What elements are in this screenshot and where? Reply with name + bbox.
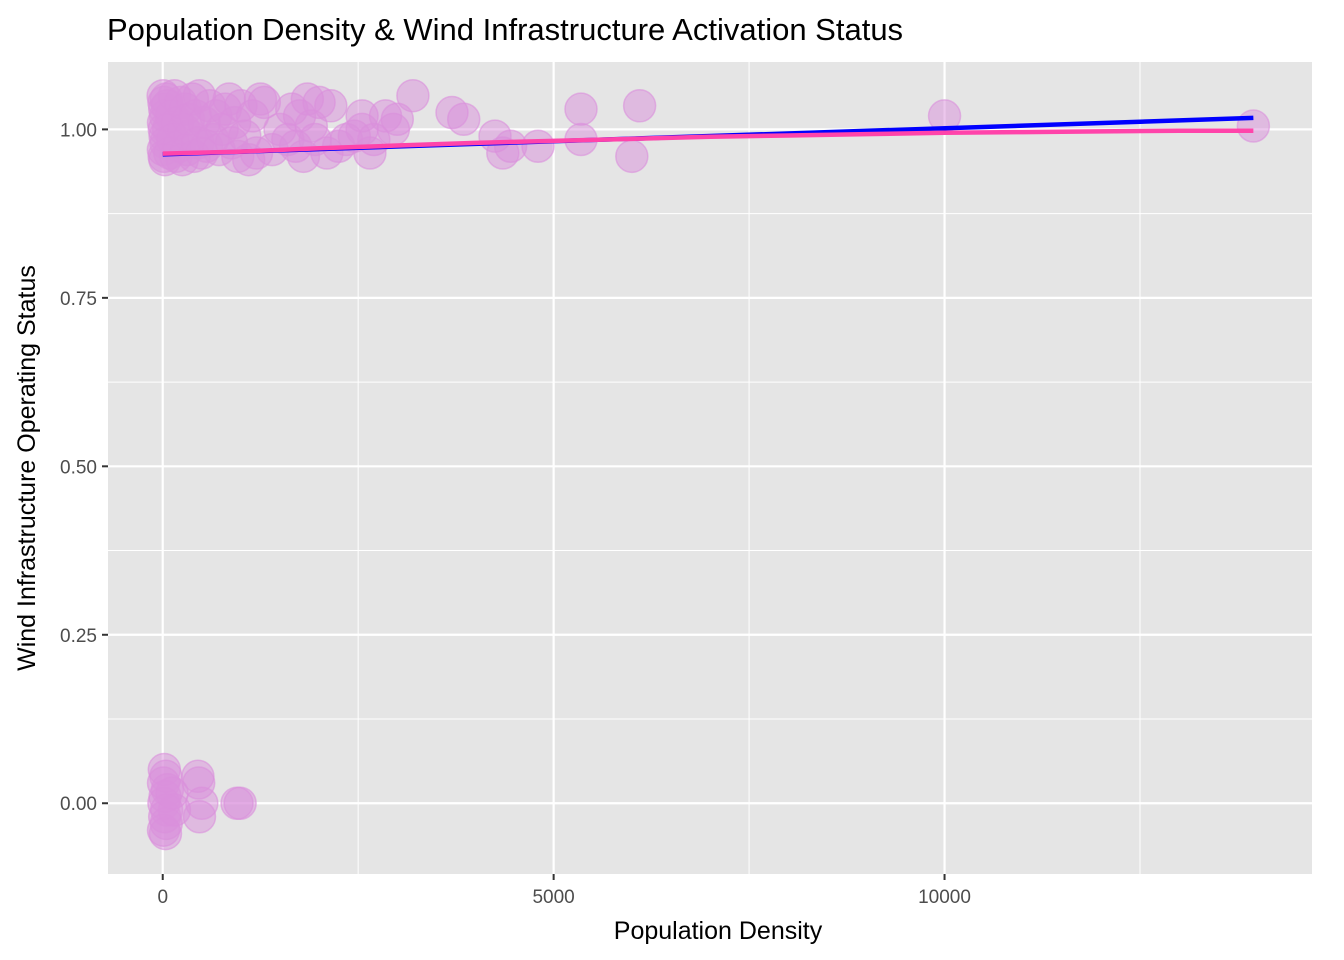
smooth-fit-line [162,128,1254,156]
data-point [182,799,217,834]
plot-panel [108,62,1312,874]
data-point [622,89,657,123]
fit-lines [162,115,1254,157]
data-point [615,139,649,174]
data-point [314,89,348,123]
minor-gridlines [108,62,1312,874]
data-point [564,92,598,126]
x-axis-title: Population Density [614,917,823,945]
x-tick-label: 10000 [918,887,971,908]
x-tick-label: 0 [157,887,168,908]
data-point [380,102,415,137]
data-point [223,786,257,820]
x-axis-ticks: 0 5000 10000 [157,874,971,908]
data-point [446,102,481,137]
y-tick-label: 0.50 [60,457,97,478]
y-tick-label: 0.25 [60,626,97,647]
chart-title: Population Density & Wind Infrastructure… [107,12,903,47]
data-point [1236,109,1271,143]
y-tick-label: 0.00 [60,794,97,815]
data-point [396,78,430,113]
y-axis-title: Wind Infrastructure Operating Status [13,265,41,671]
data-point [521,129,555,163]
y-tick-label: 0.75 [60,289,97,310]
y-tick-label: 1.00 [60,120,97,141]
x-tick-label: 5000 [532,887,574,908]
y-axis-ticks: 0.00 0.25 0.50 0.75 1.00 [60,120,108,815]
